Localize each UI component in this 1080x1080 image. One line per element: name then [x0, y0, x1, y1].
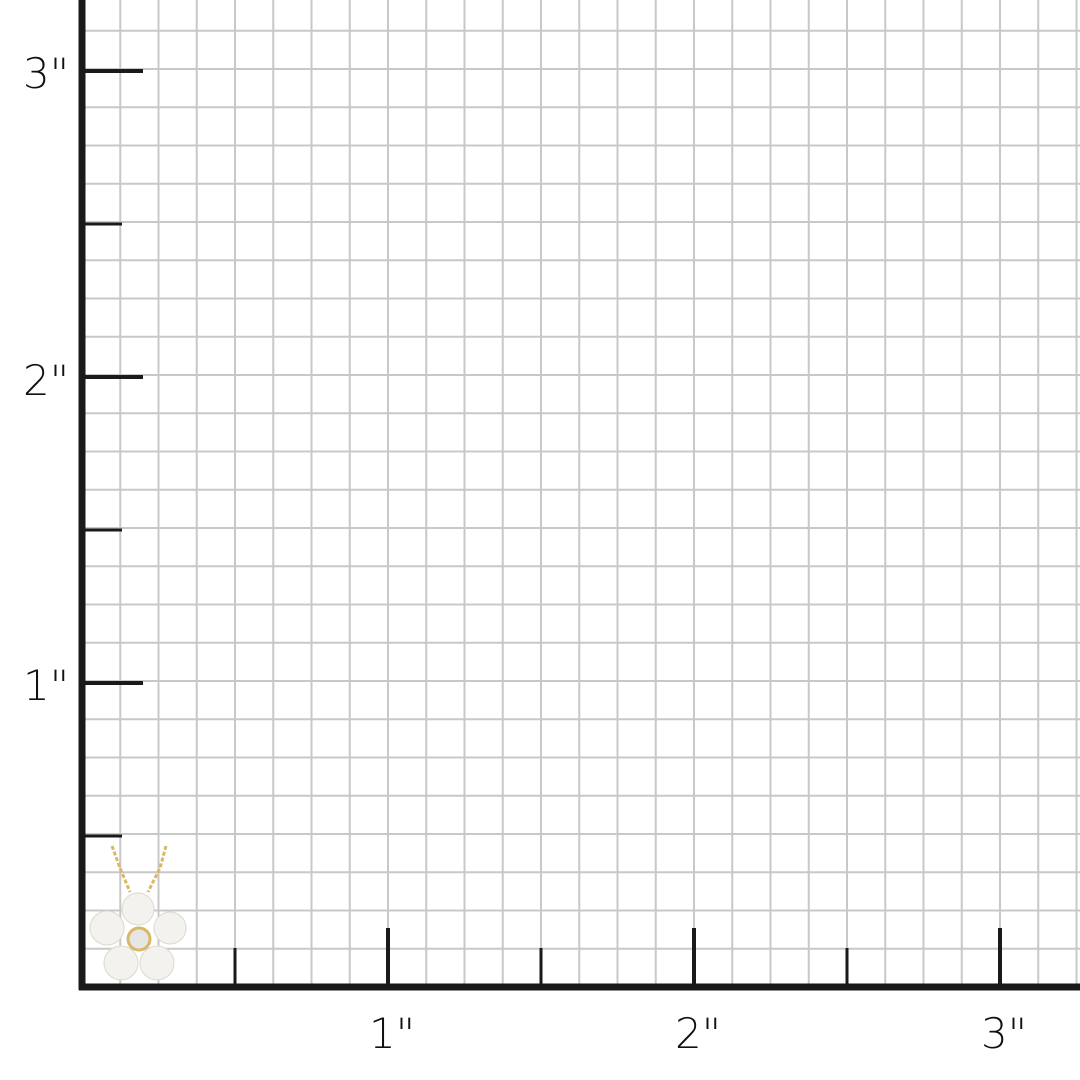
ticks	[82, 69, 1002, 987]
x-label-2: 2"	[675, 1009, 721, 1058]
axis-labels: 1" 2" 3" 1" 2" 3"	[23, 49, 1027, 1058]
chain	[110, 845, 168, 893]
y-label-1: 1"	[23, 661, 69, 710]
pearl	[89, 910, 125, 946]
axes	[78, 0, 1080, 991]
y-label-2: 2"	[23, 356, 69, 405]
center-stone	[126, 926, 152, 952]
pearl	[139, 945, 175, 981]
pearl	[153, 911, 187, 945]
y-label-3: 3"	[23, 49, 69, 98]
x-label-1: 1"	[369, 1009, 415, 1058]
pearl	[103, 945, 139, 981]
grid-lines	[82, 0, 1080, 987]
pearl-flower-pendant-image	[89, 845, 187, 981]
pearl	[121, 892, 155, 926]
x-label-3: 3"	[981, 1009, 1027, 1058]
